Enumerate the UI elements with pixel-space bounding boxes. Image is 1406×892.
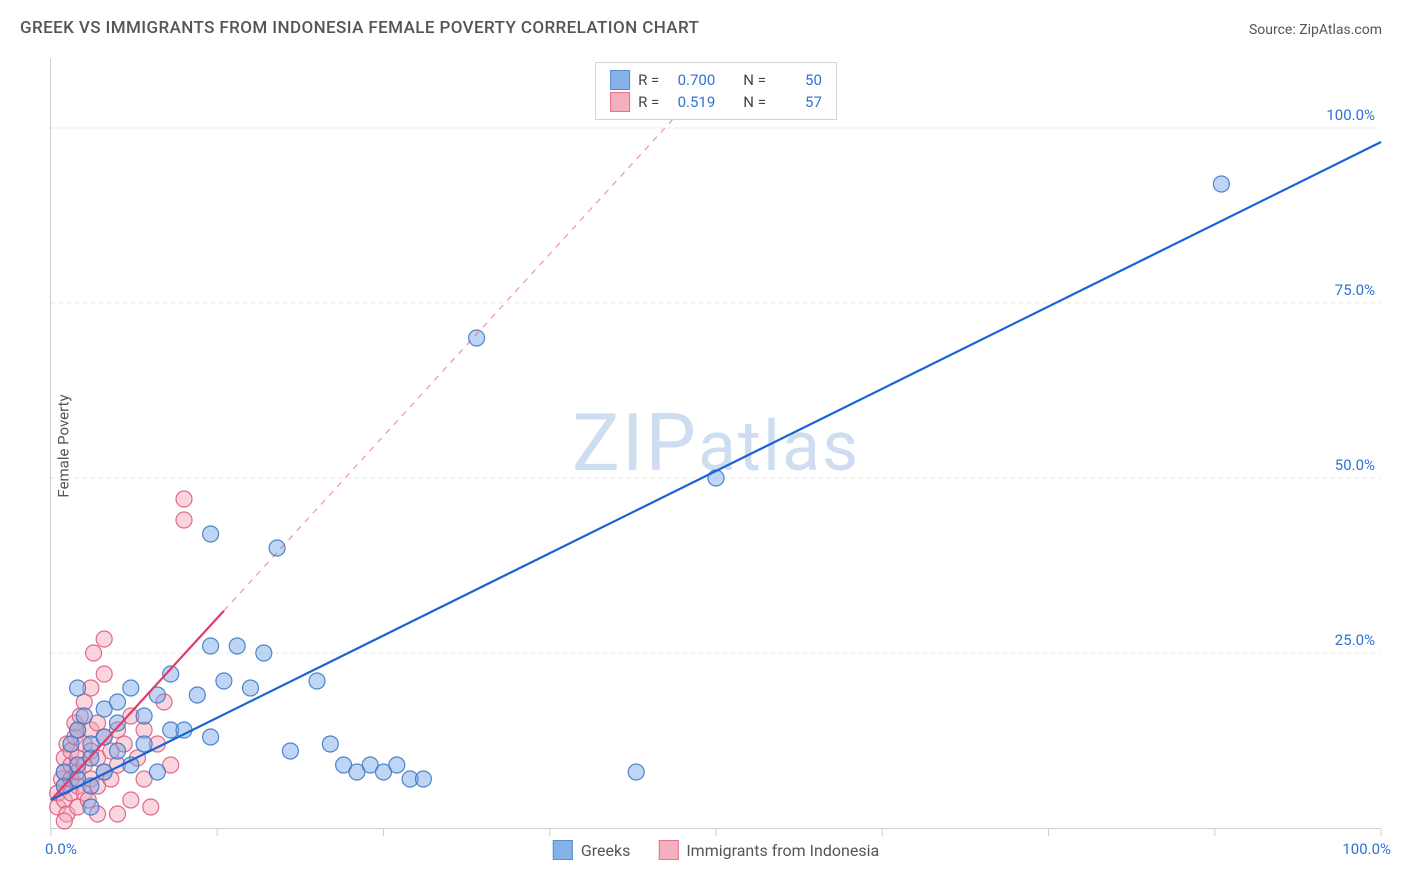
data-point — [110, 743, 126, 759]
data-point — [176, 491, 192, 507]
n-label-greeks: N = — [743, 71, 766, 89]
data-point — [203, 729, 219, 745]
data-point — [123, 792, 139, 808]
data-point — [229, 638, 245, 654]
swatch-greeks — [610, 70, 630, 90]
data-point — [243, 680, 259, 696]
r-label-indonesia: R = — [638, 93, 659, 111]
data-point — [389, 757, 405, 773]
data-point — [269, 540, 285, 556]
data-point — [136, 736, 152, 752]
legend-label-indonesia: Immigrants from Indonesia — [686, 841, 879, 860]
data-point — [110, 694, 126, 710]
data-point — [56, 813, 72, 829]
data-point — [189, 687, 205, 703]
y-tick-label: 50.0% — [1335, 456, 1375, 474]
data-point — [83, 799, 99, 815]
swatch-greeks-bottom — [553, 840, 573, 860]
data-point — [216, 673, 232, 689]
data-point — [708, 470, 724, 486]
x-axis-max-label: 100.0% — [1342, 840, 1391, 858]
data-point — [628, 764, 644, 780]
data-point — [203, 526, 219, 542]
data-point — [149, 764, 165, 780]
data-point — [176, 722, 192, 738]
correlation-legend-box: R = 0.700 N = 50 R = 0.519 N = 57 — [595, 62, 837, 120]
data-point — [70, 680, 86, 696]
data-point — [76, 708, 92, 724]
data-point — [322, 736, 338, 752]
data-point — [96, 631, 112, 647]
data-point — [136, 708, 152, 724]
legend-row-greeks: R = 0.700 N = 50 — [610, 69, 822, 91]
data-point — [415, 771, 431, 787]
data-point — [123, 680, 139, 696]
source-attribution: Source: ZipAtlas.com — [1249, 22, 1382, 38]
series-legend: Greeks Immigrants from Indonesia — [553, 840, 879, 860]
chart-container: GREEK VS IMMIGRANTS FROM INDONESIA FEMAL… — [0, 0, 1406, 892]
swatch-indonesia-bottom — [658, 840, 678, 860]
r-value-greeks: 0.700 — [667, 71, 715, 89]
n-label-indonesia: N = — [743, 93, 766, 111]
data-point — [96, 666, 112, 682]
data-point — [282, 743, 298, 759]
legend-item-indonesia: Immigrants from Indonesia — [658, 840, 879, 860]
n-value-indonesia: 57 — [774, 93, 822, 111]
y-tick-label: 25.0% — [1335, 631, 1375, 649]
chart-title: GREEK VS IMMIGRANTS FROM INDONESIA FEMAL… — [20, 18, 699, 38]
data-point — [110, 806, 126, 822]
data-point — [1213, 176, 1229, 192]
legend-label-greeks: Greeks — [581, 841, 631, 860]
data-point — [143, 799, 159, 815]
plot-area: ZIPatlas 25.0%50.0%75.0%100.0% R = 0.700… — [50, 58, 1381, 829]
y-tick-label: 75.0% — [1335, 281, 1375, 299]
legend-item-greeks: Greeks — [553, 840, 631, 860]
data-point — [86, 645, 102, 661]
n-value-greeks: 50 — [774, 71, 822, 89]
data-point — [256, 645, 272, 661]
x-axis-min-label: 0.0% — [45, 840, 77, 858]
data-point — [203, 638, 219, 654]
y-tick-label: 100.0% — [1326, 106, 1375, 124]
swatch-indonesia — [610, 92, 630, 112]
data-point — [176, 512, 192, 528]
r-value-indonesia: 0.519 — [667, 93, 715, 111]
legend-row-indonesia: R = 0.519 N = 57 — [610, 91, 822, 113]
data-point — [309, 673, 325, 689]
plot-svg: 25.0% 50.0% 75.0% 100.0% — [51, 58, 1381, 828]
data-point — [469, 330, 485, 346]
r-label-greeks: R = — [638, 71, 659, 89]
